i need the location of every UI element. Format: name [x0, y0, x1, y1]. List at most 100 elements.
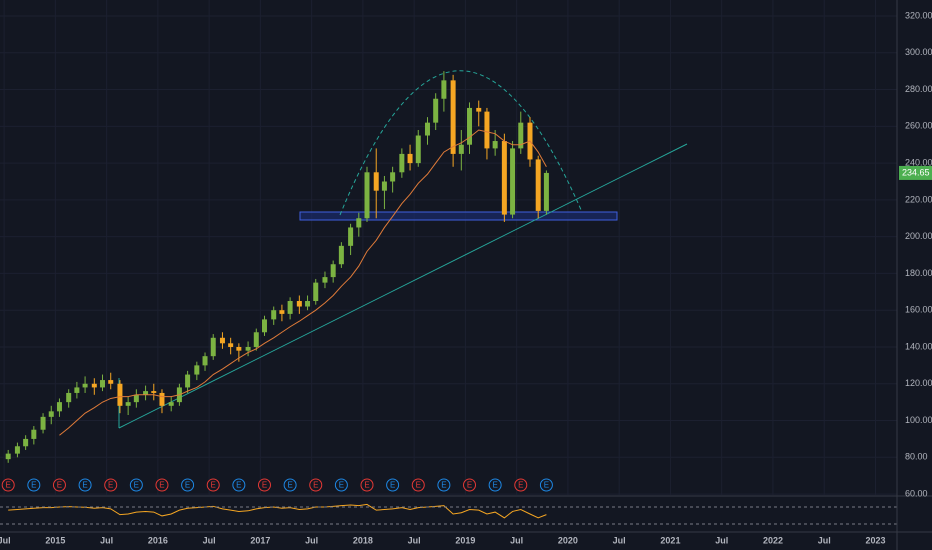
- candle-body: [484, 111, 490, 149]
- earnings-label: E: [313, 481, 318, 490]
- candle-body: [168, 402, 174, 406]
- y-tick-label: 60.00: [905, 488, 928, 498]
- earnings-marker: [386, 478, 400, 492]
- candle-body: [287, 301, 293, 314]
- axes: 60.00 80.00 100.00 120.00 140.00 160.00 180.00…: [0, 10, 932, 545]
- earnings-marker: [411, 478, 425, 492]
- x-tick-label: 2021: [660, 535, 680, 545]
- candle-body: [245, 346, 251, 351]
- arc-pattern: [339, 70, 583, 216]
- y-tick-label: 200.00: [905, 231, 932, 241]
- earnings-label: E: [6, 481, 11, 490]
- x-tick-label: 2023: [865, 535, 885, 545]
- earnings-marker: [334, 478, 348, 492]
- candle-body: [424, 122, 430, 136]
- earnings-label: E: [31, 481, 36, 490]
- x-tick-label: 2018: [353, 535, 373, 545]
- earnings-marker: [360, 478, 374, 492]
- last-price-label: 234.65: [902, 167, 930, 177]
- earnings-marker: [437, 478, 451, 492]
- x-tick-label: Jul: [715, 535, 728, 545]
- earnings-label: E: [82, 481, 87, 490]
- candle-body: [100, 380, 106, 388]
- earnings-label: E: [364, 481, 369, 490]
- candle-body: [143, 391, 149, 395]
- candle-body: [117, 383, 123, 406]
- candle-body: [219, 337, 225, 344]
- candle-body: [476, 107, 482, 112]
- last-price-box: [899, 165, 932, 180]
- y-tick-label: 220.00: [905, 194, 932, 204]
- candle-body: [415, 135, 421, 164]
- candle-body: [40, 416, 46, 430]
- trend-line: [118, 143, 688, 429]
- y-tick-label: 260.00: [905, 121, 932, 131]
- candle-body: [390, 172, 396, 182]
- x-tick-label: 2015: [45, 535, 65, 545]
- earnings-marker: [78, 478, 92, 492]
- y-tick-label: 80.00: [905, 452, 928, 462]
- candle-body: [133, 394, 139, 403]
- candle-body: [501, 141, 507, 215]
- candle-body: [510, 148, 516, 215]
- candle-body: [108, 380, 114, 384]
- earnings-label: E: [390, 481, 395, 490]
- earnings-marker: [309, 478, 323, 492]
- candle-body: [151, 391, 157, 393]
- x-tick-label: Jul: [408, 535, 421, 545]
- x-tick-label: 2020: [558, 535, 578, 545]
- earnings-label: E: [339, 481, 344, 490]
- x-tick-label: 2022: [763, 535, 783, 545]
- candle-body: [23, 438, 29, 447]
- candle-body: [210, 337, 216, 357]
- earnings-marker: [488, 478, 502, 492]
- y-tick-label: 240.00: [905, 157, 932, 167]
- candle-body: [535, 159, 541, 211]
- x-tick-label: 2019: [455, 535, 475, 545]
- candle-body: [202, 356, 208, 366]
- earnings-label: E: [416, 481, 421, 490]
- y-tick-label: 300.00: [905, 47, 932, 57]
- y-tick-label: 320.00: [905, 10, 932, 20]
- candle-body: [271, 310, 277, 320]
- earnings-label: E: [492, 481, 497, 490]
- candle-body: [492, 141, 498, 149]
- candle-body: [433, 98, 439, 123]
- candle-body: [194, 365, 200, 375]
- earnings-marker: [52, 478, 66, 492]
- earnings-label: E: [287, 481, 292, 490]
- candle-body: [228, 343, 234, 347]
- candle-body: [66, 392, 72, 403]
- candle-body: [330, 264, 336, 278]
- x-tick-label: Jul: [613, 535, 626, 545]
- candle-body: [14, 446, 20, 454]
- grid: [0, 0, 897, 495]
- candle-body: [82, 383, 88, 388]
- candle-body: [296, 301, 302, 307]
- candle-body: [159, 392, 165, 406]
- earnings-marker: [463, 478, 477, 492]
- earnings-label: E: [134, 481, 139, 490]
- x-tick-label: Jul: [818, 535, 831, 545]
- x-tick-label: 2016: [148, 535, 168, 545]
- candle-body: [407, 153, 413, 164]
- earnings-label: E: [262, 481, 267, 490]
- earnings-label: E: [467, 481, 472, 490]
- candle-body: [381, 181, 387, 191]
- candle-body: [31, 429, 37, 439]
- candle-body: [467, 107, 473, 145]
- earnings-marker: [257, 478, 271, 492]
- x-tick-label: Jul: [305, 535, 318, 545]
- y-tick-label: 100.00: [905, 415, 932, 425]
- support-zone: [299, 211, 618, 221]
- earnings-marker: [181, 478, 195, 492]
- earnings-marker: [27, 478, 41, 492]
- earnings-marker: [104, 478, 118, 492]
- y-tick-label: 160.00: [905, 305, 932, 315]
- candle-body: [348, 227, 354, 246]
- earnings-marker: [539, 478, 553, 492]
- candle-body: [364, 172, 370, 219]
- earnings-label: E: [211, 481, 216, 490]
